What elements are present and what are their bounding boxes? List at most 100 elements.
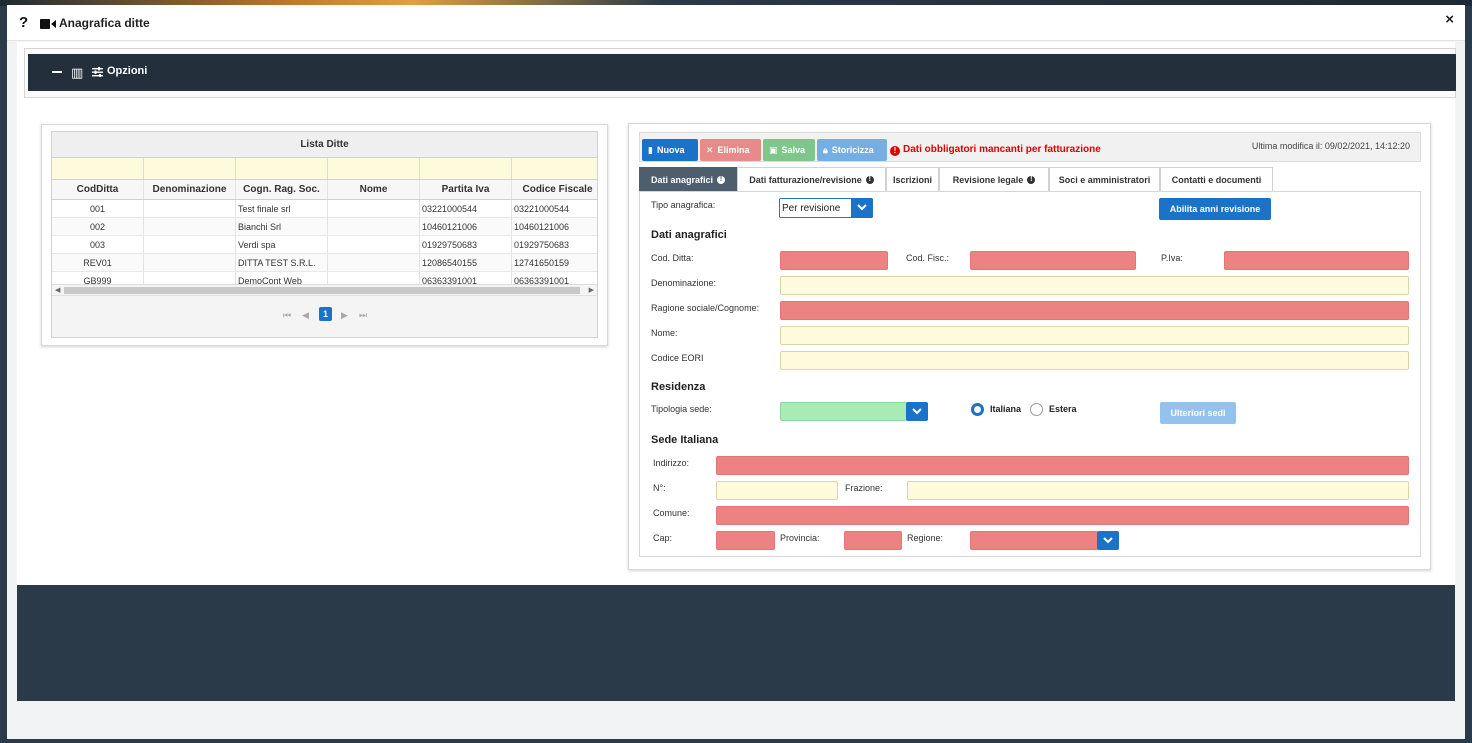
provincia-field[interactable] bbox=[844, 531, 902, 550]
anagrafica-form: Tipo anagrafica: Per revisione Abilita a… bbox=[639, 191, 1421, 557]
tab-contatti-documenti[interactable]: Contatti e documenti bbox=[1160, 167, 1273, 191]
frazione-field[interactable] bbox=[907, 481, 1409, 500]
tipo-anagrafica-value: Per revisione bbox=[782, 203, 841, 214]
denominazione-field[interactable] bbox=[780, 276, 1409, 295]
column-header[interactable]: CodDitta bbox=[52, 180, 144, 199]
regione-select[interactable] bbox=[970, 531, 1098, 550]
column-header[interactable]: Codice Fiscale bbox=[512, 180, 597, 199]
tab-bar: Dati anagrafici Dati fatturazione/revisi… bbox=[639, 167, 1421, 191]
cap-label: Cap: bbox=[653, 533, 673, 543]
filter-cell[interactable] bbox=[512, 158, 597, 179]
save-button-label: Salva bbox=[781, 145, 806, 155]
radio-italiana[interactable] bbox=[971, 403, 984, 416]
piva-field[interactable] bbox=[1224, 251, 1409, 270]
indirizzo-label: Indirizzo: bbox=[653, 458, 690, 468]
filter-cell[interactable] bbox=[52, 158, 144, 179]
table-row[interactable]: 002 Bianchi Srl 10460121006 10460121006 bbox=[52, 218, 597, 236]
background-strip bbox=[0, 0, 1472, 6]
options-bar: ▥ Opzioni bbox=[28, 54, 1456, 91]
tipo-anagrafica-select[interactable]: Per revisione bbox=[779, 198, 873, 218]
tab-revisione-legale[interactable]: Revisione legale bbox=[939, 167, 1049, 191]
first-page-icon[interactable]: ⏮ bbox=[283, 310, 292, 320]
column-header[interactable]: Nome bbox=[328, 180, 420, 199]
column-header[interactable]: Cogn. Rag. Soc. bbox=[236, 180, 328, 199]
table-cell bbox=[144, 254, 236, 271]
collapse-icon[interactable] bbox=[52, 71, 62, 73]
current-page[interactable]: 1 bbox=[319, 307, 332, 321]
indirizzo-field[interactable] bbox=[716, 456, 1409, 475]
tab-dati-anagrafici[interactable]: Dati anagrafici bbox=[639, 167, 737, 191]
prev-page-icon[interactable]: ◀ bbox=[302, 310, 309, 320]
filter-cell[interactable] bbox=[144, 158, 236, 179]
tipo-anagrafica-label: Tipo anagrafica: bbox=[651, 200, 716, 210]
pager: ⏮ ◀ 1 ▶ ⏭ bbox=[52, 295, 597, 337]
table-cell: REV01 bbox=[52, 254, 144, 271]
delete-button-label: Elimina bbox=[717, 145, 750, 155]
modal-header: ? Anagrafica ditte × bbox=[7, 5, 1465, 41]
tab-iscrizioni[interactable]: Iscrizioni bbox=[886, 167, 939, 191]
archive-button[interactable]: 🔒︎ Storicizza bbox=[817, 139, 887, 161]
new-button[interactable]: ▮ Nuova bbox=[642, 139, 698, 161]
cod-fisc-label: Cod. Fisc.: bbox=[906, 253, 950, 263]
cap-field[interactable] bbox=[716, 531, 775, 550]
table-cell: 06363391001 bbox=[512, 272, 597, 289]
tipologia-sede-select[interactable] bbox=[780, 402, 907, 421]
last-page-icon[interactable]: ⏭ bbox=[359, 310, 368, 320]
chevron-down-icon[interactable] bbox=[1097, 531, 1119, 550]
delete-button[interactable]: ✕ Elimina bbox=[700, 139, 761, 161]
enable-revision-years-button[interactable]: Abilita anni revisione bbox=[1159, 198, 1271, 220]
more-locations-button[interactable]: Ulteriori sedi bbox=[1160, 402, 1236, 424]
table-row[interactable]: 001 Test finale srl 03221000544 03221000… bbox=[52, 200, 597, 218]
table-row[interactable]: 003 Verdi spa 01929750683 01929750683 bbox=[52, 236, 597, 254]
help-icon[interactable]: ? bbox=[19, 14, 29, 31]
horizontal-scrollbar[interactable]: ◀ ▶ bbox=[52, 284, 597, 295]
filter-cell[interactable] bbox=[328, 158, 420, 179]
table-cell bbox=[144, 218, 236, 235]
scroll-right-icon[interactable]: ▶ bbox=[588, 287, 594, 294]
regione-label: Regione: bbox=[907, 533, 944, 543]
company-list-panel: Lista Ditte CodDitta Denominazione Cogn.… bbox=[41, 124, 608, 346]
tab-soci-amministratori[interactable]: Soci e amministratori bbox=[1049, 167, 1160, 191]
table-cell bbox=[328, 272, 420, 289]
filter-cell[interactable] bbox=[420, 158, 512, 179]
tab-label: Revisione legale bbox=[952, 175, 1024, 185]
denominazione-label: Denominazione: bbox=[651, 278, 717, 288]
tab-dati-fatturazione[interactable]: Dati fatturazione/revisione bbox=[737, 167, 886, 191]
cod-fisc-field[interactable] bbox=[970, 251, 1136, 270]
nome-field[interactable] bbox=[780, 326, 1409, 345]
section-sede-italiana: Sede Italiana bbox=[651, 434, 719, 446]
filter-cell[interactable] bbox=[236, 158, 328, 179]
comune-field[interactable] bbox=[716, 506, 1409, 525]
scroll-left-icon[interactable]: ◀ bbox=[55, 287, 61, 294]
warning-text: Dati obbligatori mancanti per fatturazio… bbox=[903, 144, 1101, 155]
table-cell bbox=[328, 236, 420, 253]
eori-label: Codice EORI bbox=[651, 353, 704, 363]
scrollbar-thumb[interactable] bbox=[64, 287, 580, 294]
table-cell: DITTA TEST S.R.L. bbox=[236, 254, 328, 271]
footer-band bbox=[17, 585, 1455, 701]
column-header[interactable]: Partita Iva bbox=[420, 180, 512, 199]
table-cell: 06363391001 bbox=[420, 272, 512, 289]
ragione-sociale-field[interactable] bbox=[780, 301, 1409, 320]
tab-label: Soci e amministratori bbox=[1058, 175, 1151, 185]
cod-ditta-field[interactable] bbox=[780, 251, 888, 270]
options-label[interactable]: Opzioni bbox=[107, 65, 148, 77]
table-cell bbox=[328, 200, 420, 217]
numero-field[interactable] bbox=[716, 481, 838, 500]
table-cell: Verdi spa bbox=[236, 236, 328, 253]
table-cell: 12741650159 bbox=[512, 254, 597, 271]
radio-estera[interactable] bbox=[1030, 403, 1043, 416]
chevron-down-icon[interactable] bbox=[851, 198, 873, 218]
table-cell: 10460121006 bbox=[420, 218, 512, 235]
chevron-down-icon[interactable] bbox=[906, 402, 928, 421]
radio-italiana-label: Italiana bbox=[990, 404, 1022, 414]
column-header[interactable]: Denominazione bbox=[144, 180, 236, 199]
tab-label: Contatti e documenti bbox=[1171, 175, 1262, 185]
eori-field[interactable] bbox=[780, 351, 1409, 370]
close-icon[interactable]: × bbox=[1445, 11, 1454, 28]
table-row[interactable]: REV01 DITTA TEST S.R.L. 12086540155 1274… bbox=[52, 254, 597, 272]
video-camera-icon bbox=[40, 19, 56, 29]
next-page-icon[interactable]: ▶ bbox=[341, 310, 348, 320]
modal-window: ? Anagrafica ditte × ▥ Opzioni bbox=[7, 5, 1465, 739]
save-button[interactable]: ▣ Salva bbox=[763, 139, 815, 161]
